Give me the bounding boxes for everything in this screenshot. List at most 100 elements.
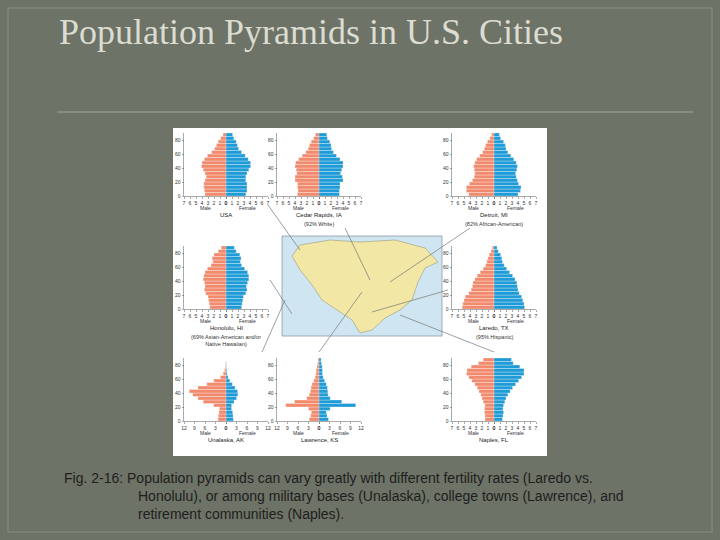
svg-text:0: 0 <box>493 200 496 206</box>
svg-text:12: 12 <box>265 425 271 431</box>
svg-text:12: 12 <box>181 425 187 431</box>
svg-text:40: 40 <box>175 390 181 396</box>
svg-text:1: 1 <box>487 313 490 319</box>
svg-text:Lawrence, KS: Lawrence, KS <box>301 437 338 443</box>
svg-text:20: 20 <box>443 179 449 185</box>
svg-text:2: 2 <box>213 313 216 319</box>
svg-text:5: 5 <box>195 313 198 319</box>
svg-text:Male: Male <box>200 205 211 211</box>
svg-text:6: 6 <box>354 200 357 206</box>
svg-text:7: 7 <box>535 313 538 319</box>
svg-text:2: 2 <box>505 200 508 206</box>
svg-text:60: 60 <box>443 264 449 270</box>
svg-text:(92% White): (92% White) <box>304 221 334 227</box>
svg-text:retirement communities (Naples: retirement communities (Naples). <box>138 506 344 522</box>
svg-text:7: 7 <box>451 200 454 206</box>
svg-text:4: 4 <box>469 313 472 319</box>
svg-text:7: 7 <box>451 313 454 319</box>
svg-text:3: 3 <box>243 313 246 319</box>
svg-text:5: 5 <box>195 200 198 206</box>
svg-text:40: 40 <box>268 390 274 396</box>
svg-text:0: 0 <box>225 425 228 431</box>
svg-text:4: 4 <box>469 200 472 206</box>
svg-text:2: 2 <box>505 425 508 431</box>
svg-text:7: 7 <box>276 200 279 206</box>
svg-text:60: 60 <box>268 151 274 157</box>
svg-text:3: 3 <box>475 313 478 319</box>
svg-text:Laredo, TX: Laredo, TX <box>479 325 509 331</box>
svg-text:40: 40 <box>175 278 181 284</box>
svg-text:(69% Asian-American and/orNati: (69% Asian-American and/orNative Hawaiia… <box>191 334 261 347</box>
svg-text:5: 5 <box>463 425 466 431</box>
svg-text:60: 60 <box>268 376 274 382</box>
svg-text:9: 9 <box>349 425 352 431</box>
svg-text:0: 0 <box>446 193 449 199</box>
svg-text:3: 3 <box>328 425 331 431</box>
svg-text:80: 80 <box>268 137 274 143</box>
svg-text:40: 40 <box>268 165 274 171</box>
svg-text:9: 9 <box>286 425 289 431</box>
svg-text:USA: USA <box>220 212 232 218</box>
svg-text:3: 3 <box>511 200 514 206</box>
svg-text:Male: Male <box>293 430 304 436</box>
svg-text:4: 4 <box>249 200 252 206</box>
svg-text:5: 5 <box>348 200 351 206</box>
svg-text:7: 7 <box>535 200 538 206</box>
svg-text:60: 60 <box>175 376 181 382</box>
svg-text:3: 3 <box>243 200 246 206</box>
svg-text:6: 6 <box>261 313 264 319</box>
svg-text:Male: Male <box>468 205 479 211</box>
svg-text:20: 20 <box>268 404 274 410</box>
svg-text:4: 4 <box>201 313 204 319</box>
svg-text:0: 0 <box>493 313 496 319</box>
svg-text:80: 80 <box>443 362 449 368</box>
svg-text:3: 3 <box>300 200 303 206</box>
svg-text:40: 40 <box>175 165 181 171</box>
svg-text:0: 0 <box>318 425 321 431</box>
svg-text:0: 0 <box>225 313 228 319</box>
svg-text:0: 0 <box>225 313 228 319</box>
svg-text:6: 6 <box>282 200 285 206</box>
svg-text:1: 1 <box>219 313 222 319</box>
svg-text:7: 7 <box>267 200 270 206</box>
svg-text:1: 1 <box>487 200 490 206</box>
svg-text:4: 4 <box>517 200 520 206</box>
svg-text:0: 0 <box>493 425 496 431</box>
svg-text:7: 7 <box>267 313 270 319</box>
svg-text:6: 6 <box>529 200 532 206</box>
svg-text:(82% African-American): (82% African-American) <box>465 221 523 227</box>
svg-text:Male: Male <box>200 318 211 324</box>
svg-text:6: 6 <box>297 425 300 431</box>
svg-text:1: 1 <box>231 200 234 206</box>
svg-text:3: 3 <box>307 425 310 431</box>
svg-text:Detroit, MI: Detroit, MI <box>480 212 508 218</box>
svg-text:4: 4 <box>469 425 472 431</box>
svg-text:0: 0 <box>225 200 228 206</box>
svg-text:Female: Female <box>332 430 349 436</box>
svg-text:6: 6 <box>189 200 192 206</box>
svg-text:Male: Male <box>200 430 211 436</box>
svg-text:4: 4 <box>294 200 297 206</box>
svg-text:1: 1 <box>499 313 502 319</box>
svg-text:80: 80 <box>443 137 449 143</box>
svg-text:9: 9 <box>193 425 196 431</box>
svg-text:0: 0 <box>446 306 449 312</box>
svg-text:7: 7 <box>535 425 538 431</box>
svg-text:2: 2 <box>481 200 484 206</box>
svg-text:0: 0 <box>446 418 449 424</box>
svg-text:4: 4 <box>249 313 252 319</box>
svg-text:5: 5 <box>255 313 258 319</box>
svg-text:6: 6 <box>339 425 342 431</box>
svg-text:0: 0 <box>318 200 321 206</box>
svg-text:80: 80 <box>175 250 181 256</box>
svg-text:6: 6 <box>529 313 532 319</box>
svg-text:6: 6 <box>529 425 532 431</box>
svg-text:1: 1 <box>231 313 234 319</box>
svg-text:1: 1 <box>487 425 490 431</box>
svg-text:0: 0 <box>178 418 181 424</box>
svg-text:5: 5 <box>463 313 466 319</box>
svg-text:Honolulu, HI: Honolulu, HI <box>210 325 243 331</box>
svg-text:Female: Female <box>507 430 524 436</box>
svg-text:4: 4 <box>517 425 520 431</box>
svg-text:5: 5 <box>523 425 526 431</box>
